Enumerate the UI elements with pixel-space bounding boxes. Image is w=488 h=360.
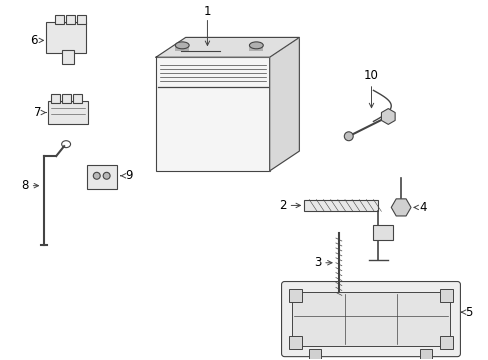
Text: 8: 8 <box>21 179 28 192</box>
Bar <box>249 45 263 51</box>
Bar <box>62 50 74 64</box>
FancyBboxPatch shape <box>87 165 116 189</box>
Text: 2: 2 <box>279 199 286 212</box>
FancyBboxPatch shape <box>46 22 86 53</box>
Ellipse shape <box>93 172 100 179</box>
Bar <box>51 94 60 103</box>
FancyBboxPatch shape <box>48 101 88 125</box>
FancyBboxPatch shape <box>292 292 448 346</box>
Text: 4: 4 <box>418 201 426 214</box>
Text: 6: 6 <box>30 34 38 47</box>
Text: 7: 7 <box>34 106 41 119</box>
Text: 10: 10 <box>363 69 378 82</box>
Polygon shape <box>381 109 394 125</box>
Bar <box>289 289 302 302</box>
Bar <box>419 349 431 359</box>
Ellipse shape <box>103 172 110 179</box>
Bar <box>73 94 82 103</box>
Ellipse shape <box>175 42 189 49</box>
Bar <box>439 289 451 302</box>
Bar <box>439 336 451 349</box>
Text: 1: 1 <box>203 5 211 18</box>
Text: 3: 3 <box>313 256 321 269</box>
Bar <box>62 94 71 103</box>
Ellipse shape <box>249 42 263 49</box>
Bar <box>289 336 302 349</box>
Bar <box>77 15 86 24</box>
FancyBboxPatch shape <box>281 282 460 357</box>
Bar <box>156 57 269 171</box>
Text: 5: 5 <box>465 306 472 319</box>
Polygon shape <box>156 37 299 57</box>
Bar <box>175 45 189 51</box>
Ellipse shape <box>344 132 352 141</box>
Polygon shape <box>390 199 410 216</box>
Text: 9: 9 <box>125 169 133 182</box>
Bar <box>373 225 392 240</box>
Bar <box>66 15 75 24</box>
Bar <box>304 199 378 211</box>
Polygon shape <box>269 37 299 171</box>
Bar <box>55 15 64 24</box>
Bar <box>308 349 321 359</box>
